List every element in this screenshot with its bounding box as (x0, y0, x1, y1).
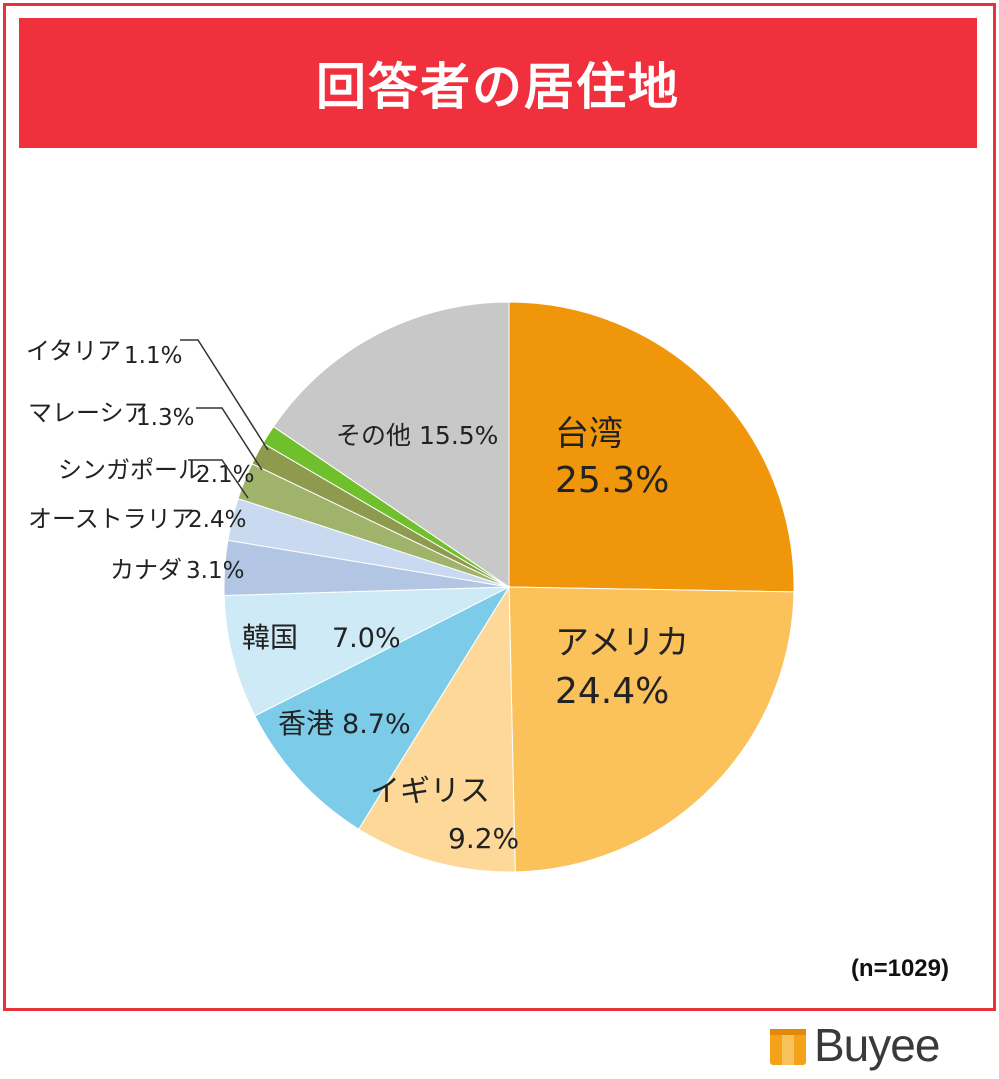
slice-value-label: 8.7% (342, 709, 411, 740)
slice-value-label: 25.3% (555, 460, 669, 501)
pie-slice (508, 301, 795, 593)
slice-label: 香港 (278, 707, 334, 740)
chart-frame (3, 3, 996, 1011)
buyee-logo: Buyee (768, 1018, 940, 1072)
pie-slice (358, 585, 516, 873)
slice-value-label: 1.3% (136, 405, 194, 431)
slice-value-label: 7.0% (332, 623, 401, 654)
pie-slice (508, 586, 795, 873)
slice-label: カナダ (110, 556, 182, 584)
slice-value-label: 1.1% (124, 343, 182, 369)
slice-value-label: 3.1% (186, 558, 244, 584)
slice-label: イタリア (26, 337, 121, 365)
slice-label: その他 (336, 421, 411, 450)
slice-label: アメリカ (555, 623, 689, 663)
slice-label: マレーシア (28, 399, 148, 427)
slice-label: オーストラリア (28, 505, 195, 533)
leader-line (196, 407, 263, 471)
chart-title: 回答者の居住地 (316, 58, 680, 116)
pie-slice (223, 586, 510, 717)
sample-size-note: (n=1029) (850, 955, 949, 982)
slice-label: シンガポール (58, 456, 202, 484)
slice-value-label: 15.5% (419, 421, 498, 450)
logo-text: Buyee (814, 1019, 940, 1071)
pie-slice (254, 585, 511, 830)
slice-label: イギリス (370, 774, 490, 809)
leader-line (188, 459, 249, 499)
slice-value-label: 2.1% (196, 462, 254, 488)
pie-slice (272, 301, 510, 588)
box-icon (770, 1029, 806, 1065)
slice-label: 韓国 (242, 621, 298, 654)
slice-label: 台湾 (555, 414, 623, 454)
slice-value-label: 2.4% (188, 507, 246, 533)
slice-value-label: 24.4% (555, 671, 669, 712)
leader-line (180, 339, 269, 451)
title-bar: 回答者の居住地 (19, 18, 977, 148)
slice-value-label: 9.2% (448, 822, 519, 855)
